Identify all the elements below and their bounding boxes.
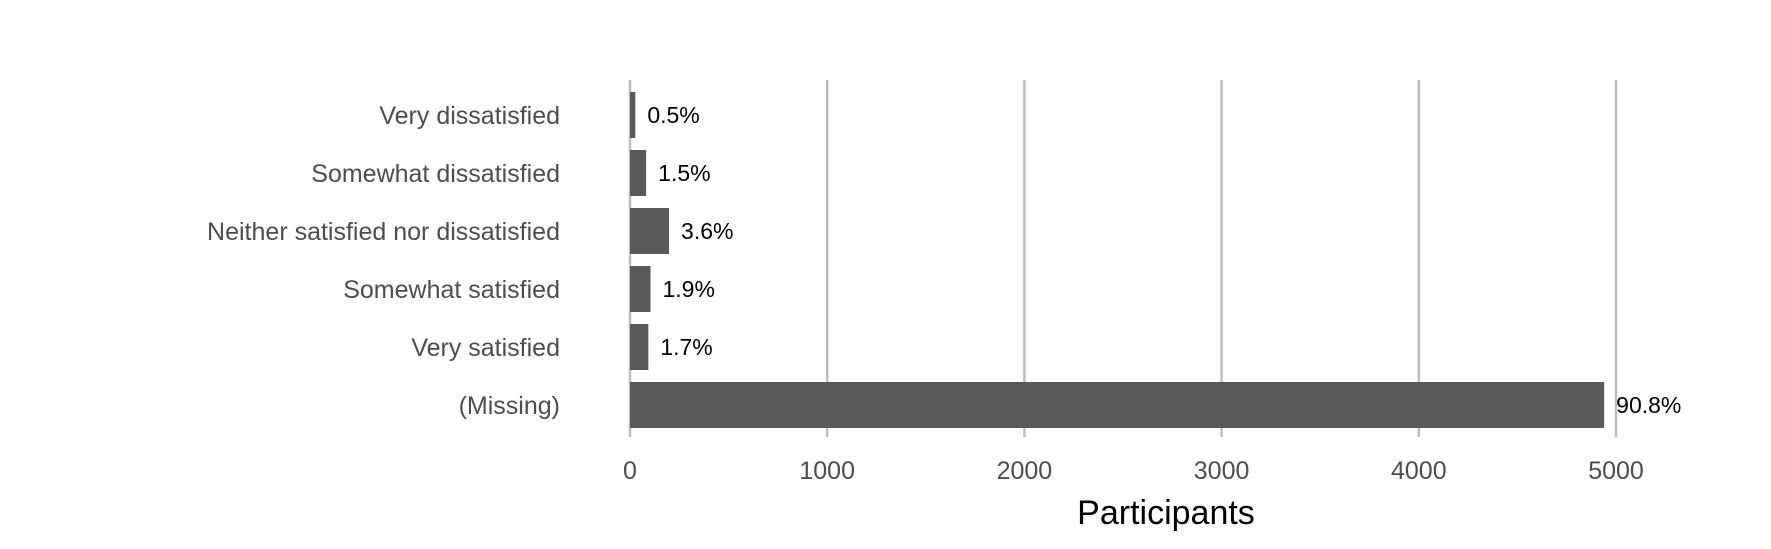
category-label: Somewhat satisfied [343, 276, 560, 304]
category-label: Very satisfied [411, 334, 560, 362]
x-tick-label: 4000 [1391, 457, 1447, 485]
bar [630, 208, 670, 254]
x-axis-title: Participants [1077, 494, 1255, 532]
x-tick-label: 5000 [1588, 457, 1644, 485]
category-label: Very dissatisfied [379, 102, 560, 130]
gridlines [628, 80, 1618, 437]
bar [630, 266, 651, 312]
data-label: 3.6% [681, 218, 733, 244]
category-label: Somewhat dissatisfied [311, 160, 560, 188]
category-label: (Missing) [459, 392, 560, 420]
x-tick-labels: 0 1000 2000 3000 4000 5000 [623, 457, 1644, 485]
data-label: 0.5% [647, 102, 699, 128]
bars [630, 92, 1605, 428]
bar [630, 92, 636, 138]
category-label: Neither satisfied nor dissatisfied [207, 218, 560, 246]
x-tick-label: 3000 [1194, 457, 1250, 485]
category-labels: Very dissatisfied Somewhat dissatisfied Ne… [207, 102, 560, 420]
data-label: 1.5% [658, 160, 710, 186]
data-labels: 0.5% 1.5% 3.6% 1.9% 1.7% 90.8% [647, 102, 1681, 418]
x-tick-label: 0 [623, 457, 637, 485]
data-label: 1.9% [663, 276, 715, 302]
data-label: 1.7% [660, 334, 712, 360]
bar [630, 150, 647, 196]
bar [630, 382, 1605, 428]
x-tick-label: 1000 [799, 457, 855, 485]
bar [630, 324, 649, 370]
data-label: 90.8% [1616, 392, 1681, 418]
x-tick-label: 2000 [997, 457, 1053, 485]
